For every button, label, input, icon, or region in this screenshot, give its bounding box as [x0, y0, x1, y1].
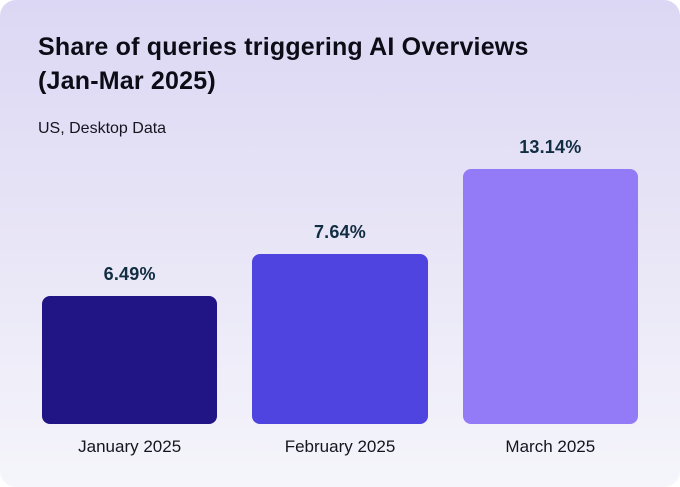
- bar-category-label-february-2025: February 2025: [284, 437, 396, 456]
- bar-value-label-january-2025: 6.49%: [103, 264, 156, 284]
- bar-chart: 6.49% January 2025 7.64% February 2025 13.14…: [42, 137, 638, 456]
- bar-group-january-2025: 6.49% January 2025: [42, 140, 218, 456]
- bar-value-label-march-2025: 13.14%: [519, 137, 582, 157]
- bar-january-2025: [42, 296, 218, 424]
- chart-subtitle: US, Desktop Data: [38, 120, 167, 137]
- bar-group-february-2025: 7.64% February 2025: [252, 140, 428, 456]
- chart-title: Share of queries triggering AI Overviews…: [38, 30, 638, 98]
- bar-category-label-january-2025: January 2025: [78, 437, 182, 456]
- bar-group-march-2025: 13.14% March 2025: [462, 137, 638, 456]
- bar-value-label-february-2025: 7.64%: [313, 222, 367, 242]
- chart-title-line2: (Jan-Mar 2025): [38, 67, 216, 95]
- bar-february-2025: [252, 254, 428, 424]
- chart-title-line1: Share of queries triggering AI Overviews: [38, 33, 529, 61]
- bar-march-2025: [462, 169, 638, 424]
- bar-category-label-march-2025: March 2025: [505, 437, 596, 456]
